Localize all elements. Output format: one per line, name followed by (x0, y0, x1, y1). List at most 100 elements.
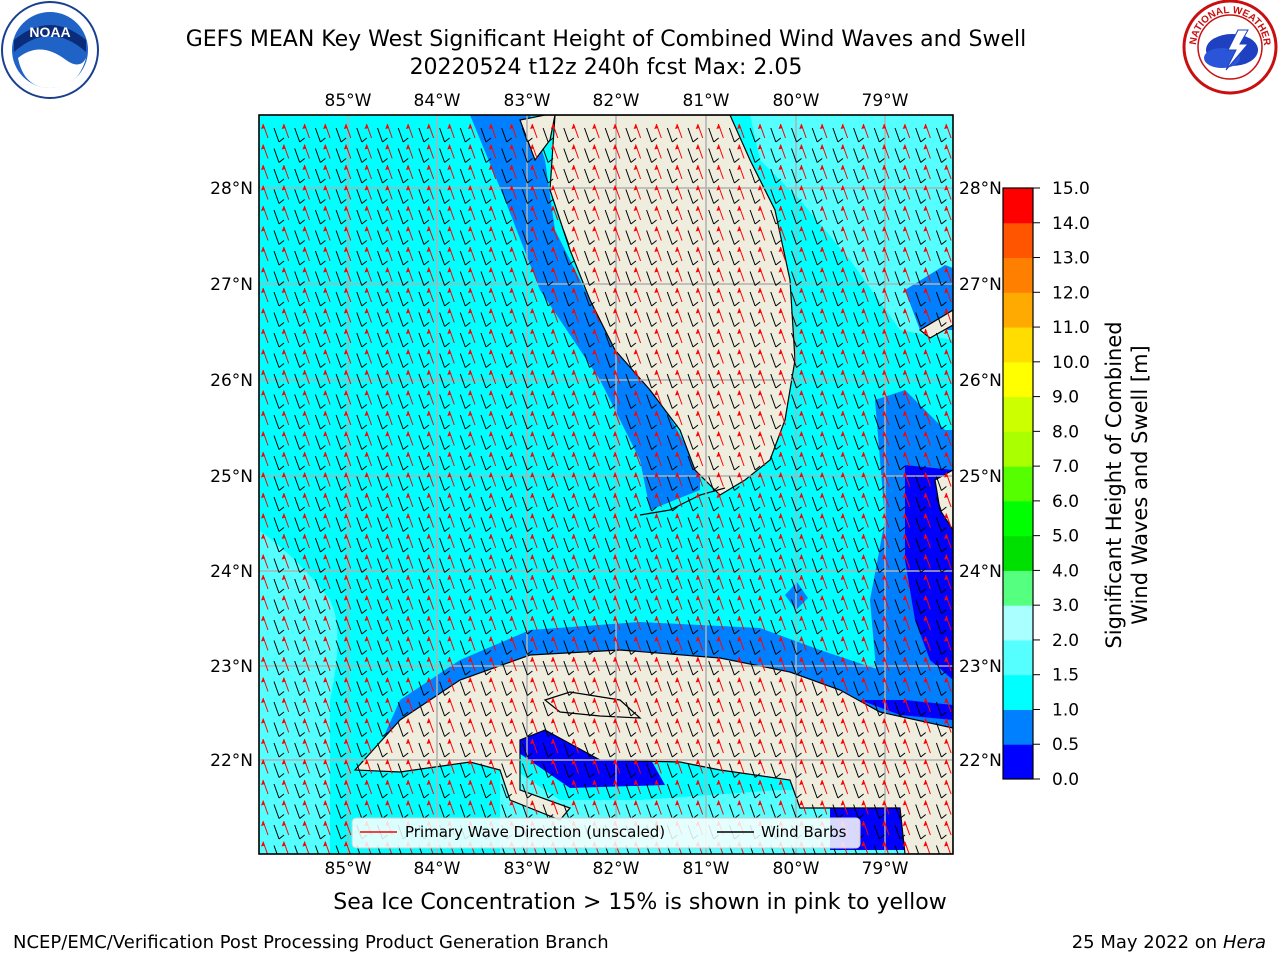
wind-barb (915, 353, 927, 368)
footer-credit: NCEP/EMC/Verification Post Processing Pr… (13, 932, 609, 953)
colorbar-segment (1003, 535, 1033, 571)
wind-barb (356, 435, 368, 450)
wind-barb (314, 373, 326, 389)
wind-barb (708, 414, 720, 430)
wind-barb (418, 496, 430, 512)
wind-barb (563, 373, 575, 389)
wind-barb (666, 414, 678, 430)
wind-barb (314, 394, 326, 409)
wind-barb (749, 394, 761, 409)
wind-barb (687, 332, 699, 348)
wind-barb (314, 291, 326, 307)
wind-barb (873, 353, 885, 368)
wind-barb (294, 230, 306, 245)
wind-barb (853, 271, 864, 286)
lon-label-bottom: 84°W (414, 859, 461, 879)
wind-barb (625, 373, 637, 389)
wind-barb (728, 168, 740, 184)
wind-barb (646, 517, 657, 532)
wind-barb (377, 373, 388, 389)
wind-barb (397, 127, 409, 143)
wind-barb (666, 435, 678, 450)
wind-barb (397, 209, 409, 225)
longitude-labels-bottom: 85°W 84°W 83°W 82°W 81°W 80°W 79°W (325, 859, 909, 879)
wind-barb (625, 209, 637, 225)
wind-barb (935, 250, 947, 266)
wind-barb (335, 517, 347, 532)
wind-barb (563, 496, 575, 512)
wind-barb (356, 189, 368, 204)
wind-barb (687, 230, 699, 245)
wind-barb (418, 250, 430, 266)
wind-barb (459, 168, 471, 184)
wind-barb (273, 148, 285, 163)
wind-barb (418, 476, 430, 491)
wind-barb (894, 209, 906, 225)
wind-barb (770, 209, 782, 225)
wind-barb (439, 496, 450, 512)
wind-barb (873, 168, 885, 184)
wind-barb (335, 496, 347, 512)
wind-barb (439, 455, 450, 471)
wind-barb (439, 394, 450, 409)
wind-barb (915, 394, 927, 409)
wind-barb (294, 394, 306, 409)
wind-barb (791, 414, 802, 430)
wind-barb (604, 455, 616, 471)
wind-barb (749, 291, 761, 307)
wind-barb (915, 271, 927, 286)
wind-barb (480, 414, 492, 430)
wind-barb (770, 455, 782, 471)
wind-barb (957, 333, 967, 347)
wind-barb (459, 517, 471, 532)
wind-barb (935, 148, 947, 163)
wind-barb (439, 148, 450, 163)
wind-barb (708, 496, 720, 512)
wind-barb (957, 682, 967, 696)
wind-barb (791, 168, 802, 184)
wind-barb (770, 476, 782, 491)
wind-barb (687, 127, 699, 143)
wind-barb (501, 189, 513, 204)
wind-barb (853, 148, 864, 163)
wind-barb (418, 291, 430, 307)
colorbar-segment (1003, 431, 1033, 467)
wind-barb (935, 353, 947, 368)
wind-barb (459, 127, 471, 143)
wind-barb (584, 517, 595, 532)
wind-barb (646, 291, 657, 307)
wind-barb (521, 209, 533, 225)
wind-barb (646, 168, 657, 184)
wind-barb (335, 291, 347, 307)
lat-label-left: 23°N (210, 657, 253, 677)
map-legend: Primary Wave Direction (unscaled) Wind B… (351, 817, 861, 849)
wind-barb (604, 271, 616, 286)
wind-barb (687, 414, 699, 430)
wind-barb (521, 332, 533, 348)
wind-barb (935, 373, 947, 389)
wind-barb (397, 168, 409, 184)
wind-barb (935, 209, 947, 225)
wind-barb (480, 455, 492, 471)
wind-barb (459, 394, 471, 409)
wind-barb (314, 476, 326, 491)
colorbar-tick-label: 7.0 (1052, 457, 1079, 477)
wind-barb (314, 537, 326, 553)
wind-barb (397, 148, 409, 163)
wind-barb (604, 209, 616, 225)
wind-barb (356, 332, 368, 348)
map-area: Primary Wave Direction (unscaled) Wind B… (259, 115, 967, 854)
wind-barb (957, 149, 967, 163)
wind-barb (687, 271, 699, 286)
wind-barb (356, 127, 368, 143)
land-florida (549, 115, 796, 496)
wind-barb (832, 127, 844, 143)
colorbar-tick-label: 8.0 (1052, 422, 1079, 442)
wind-barb (501, 250, 513, 266)
wind-barb (439, 250, 450, 266)
wind-barb (356, 414, 368, 430)
wind-barb (377, 189, 388, 204)
wind-barb (439, 127, 450, 143)
wind-barb (832, 209, 844, 225)
wind-barb (666, 271, 678, 286)
